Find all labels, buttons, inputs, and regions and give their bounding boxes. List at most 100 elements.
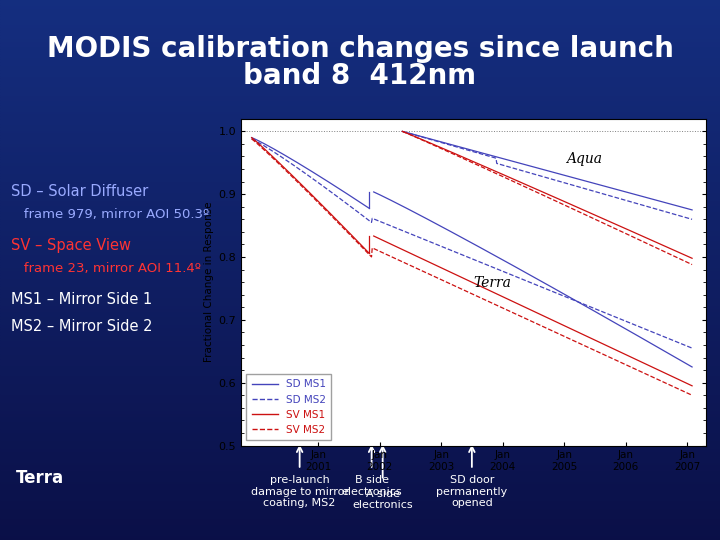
Bar xyxy=(0,537,720,540)
Bar xyxy=(0,119,720,122)
Legend: SD MS1, SD MS2, SV MS1, SV MS2: SD MS1, SD MS2, SV MS1, SV MS2 xyxy=(246,374,331,440)
Bar xyxy=(0,359,720,362)
Bar xyxy=(0,454,720,456)
Bar xyxy=(0,521,720,524)
Bar xyxy=(0,397,720,400)
Bar xyxy=(0,324,720,327)
Bar xyxy=(0,392,720,394)
Bar xyxy=(0,227,720,229)
Bar xyxy=(0,408,720,410)
Bar xyxy=(0,335,720,338)
Bar xyxy=(0,105,720,108)
Bar xyxy=(0,292,720,294)
Bar xyxy=(0,340,720,343)
Bar xyxy=(0,451,720,454)
Bar xyxy=(0,68,720,70)
Bar xyxy=(0,208,720,211)
Bar xyxy=(0,308,720,310)
Bar xyxy=(0,343,720,346)
Bar xyxy=(0,116,720,119)
Bar xyxy=(0,432,720,435)
Bar xyxy=(0,211,720,213)
Bar xyxy=(0,327,720,329)
Bar xyxy=(0,232,720,235)
Bar xyxy=(0,518,720,521)
Bar xyxy=(0,16,720,19)
Bar xyxy=(0,24,720,27)
Bar xyxy=(0,418,720,421)
Bar xyxy=(0,362,720,364)
Bar xyxy=(0,316,720,319)
Bar xyxy=(0,251,720,254)
Bar xyxy=(0,14,720,16)
Bar xyxy=(0,508,720,510)
Bar xyxy=(0,386,720,389)
Bar xyxy=(0,481,720,483)
Bar xyxy=(0,416,720,418)
Bar xyxy=(0,313,720,316)
Bar xyxy=(0,89,720,92)
Bar xyxy=(0,38,720,40)
Bar xyxy=(0,240,720,243)
Bar xyxy=(0,535,720,537)
Bar xyxy=(0,281,720,284)
Bar xyxy=(0,192,720,194)
Bar xyxy=(0,138,720,140)
Bar xyxy=(0,381,720,383)
Bar xyxy=(0,302,720,305)
Bar xyxy=(0,173,720,176)
Bar xyxy=(0,356,720,359)
Bar xyxy=(0,497,720,500)
Bar xyxy=(0,157,720,159)
Bar xyxy=(0,194,720,197)
Bar xyxy=(0,70,720,73)
Bar xyxy=(0,254,720,256)
Bar xyxy=(0,383,720,386)
Bar xyxy=(0,202,720,205)
Bar xyxy=(0,373,720,375)
Bar xyxy=(0,97,720,100)
Bar xyxy=(0,483,720,486)
Bar xyxy=(0,92,720,94)
Bar xyxy=(0,429,720,432)
Bar xyxy=(0,170,720,173)
Bar xyxy=(0,11,720,14)
Text: frame 23, mirror AOI 11.4º: frame 23, mirror AOI 11.4º xyxy=(11,262,201,275)
Bar xyxy=(0,351,720,354)
Bar xyxy=(0,22,720,24)
Bar xyxy=(0,364,720,367)
Bar xyxy=(0,178,720,181)
Bar xyxy=(0,440,720,443)
Bar xyxy=(0,421,720,424)
Bar xyxy=(0,51,720,54)
Bar xyxy=(0,235,720,238)
Bar xyxy=(0,338,720,340)
Bar xyxy=(0,151,720,154)
Bar xyxy=(0,256,720,259)
Bar xyxy=(0,143,720,146)
Bar xyxy=(0,273,720,275)
Bar xyxy=(0,8,720,11)
Bar xyxy=(0,329,720,332)
Bar xyxy=(0,462,720,464)
Bar xyxy=(0,459,720,462)
Bar xyxy=(0,297,720,300)
Bar xyxy=(0,424,720,427)
Bar xyxy=(0,159,720,162)
Bar xyxy=(0,370,720,373)
Bar xyxy=(0,73,720,76)
Bar xyxy=(0,113,720,116)
Bar xyxy=(0,286,720,289)
Bar xyxy=(0,275,720,278)
Bar xyxy=(0,124,720,127)
Bar xyxy=(0,375,720,378)
Bar xyxy=(0,76,720,78)
Bar xyxy=(0,146,720,148)
Bar xyxy=(0,524,720,526)
Bar xyxy=(0,294,720,297)
Bar xyxy=(0,43,720,46)
Bar xyxy=(0,478,720,481)
Bar xyxy=(0,216,720,219)
Text: SD door
permanently
opened: SD door permanently opened xyxy=(436,475,508,508)
Bar xyxy=(0,456,720,459)
